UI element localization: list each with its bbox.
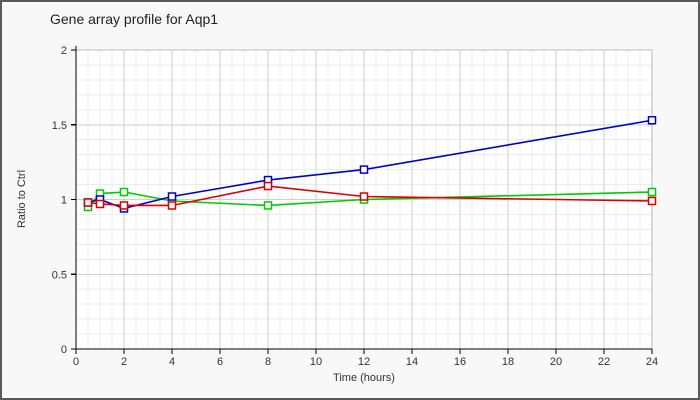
x-axis-label: Time (hours) — [333, 372, 395, 384]
tick-label: 14 — [406, 356, 418, 368]
red-series-marker — [167, 201, 177, 210]
tick-label: 6 — [217, 356, 223, 368]
blue-series-marker — [647, 116, 657, 125]
tick-label: 2 — [61, 45, 67, 57]
green-series-marker — [263, 201, 273, 210]
green-series-marker — [119, 187, 129, 197]
blue-series-marker — [167, 192, 177, 201]
chart-title: Gene array profile for Aqp1 — [50, 11, 219, 27]
tick-label: 8 — [265, 356, 271, 368]
tick-label: 4 — [169, 356, 175, 368]
tick-label: 0 — [61, 344, 67, 356]
red-series-marker — [263, 181, 273, 191]
red-series-marker — [83, 198, 93, 207]
red-series-marker — [95, 199, 105, 209]
tick-label: 2 — [121, 356, 127, 368]
red-series-marker — [647, 196, 657, 206]
tick-label: 0.5 — [52, 269, 67, 281]
tick-label: 24 — [646, 356, 658, 368]
tick-label: 20 — [550, 356, 562, 368]
tick-label: 0 — [73, 356, 79, 368]
y-axis-label: Ratio to Ctrl — [16, 169, 28, 229]
series-red-series — [83, 181, 657, 210]
tick-label: 1 — [61, 195, 67, 207]
blue-series-marker — [359, 165, 369, 174]
tick-label: 1.5 — [52, 120, 67, 132]
tick-label: 22 — [598, 356, 610, 368]
red-series-marker — [119, 201, 129, 210]
tick-label: 12 — [358, 356, 370, 368]
red-series-marker — [359, 192, 369, 201]
tick-label: 18 — [502, 356, 514, 368]
green-series-marker — [647, 187, 657, 197]
tick-label: 10 — [310, 356, 322, 368]
tick-marks — [71, 49, 653, 354]
tick-label: 16 — [454, 356, 466, 368]
